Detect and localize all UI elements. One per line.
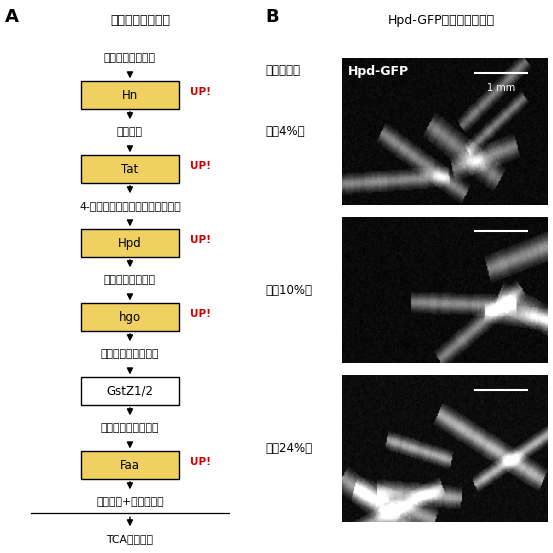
Text: ホモゲンチジン酸: ホモゲンチジン酸: [104, 275, 156, 285]
Text: hgo: hgo: [119, 311, 141, 324]
Text: Tat: Tat: [121, 163, 139, 176]
Text: 中（10%）: 中（10%）: [266, 284, 313, 296]
Text: B: B: [266, 8, 279, 27]
Text: Hpd: Hpd: [118, 237, 142, 249]
Text: フマリルアセト酢酸: フマリルアセト酢酸: [101, 423, 159, 433]
Text: UP!: UP!: [190, 457, 211, 467]
Text: マレイルアセト酢酸: マレイルアセト酢酸: [101, 349, 159, 359]
Text: UP!: UP!: [190, 309, 211, 319]
Text: Hpd-GFPレポーター幼虫: Hpd-GFPレポーター幼虫: [388, 14, 495, 27]
FancyBboxPatch shape: [81, 451, 179, 479]
Text: Hn: Hn: [122, 88, 138, 102]
Text: フェニルアラニン: フェニルアラニン: [104, 53, 156, 63]
FancyBboxPatch shape: [81, 81, 179, 109]
Text: UP!: UP!: [190, 87, 211, 97]
Text: 高（24%）: 高（24%）: [266, 442, 313, 455]
Text: GstZ1/2: GstZ1/2: [107, 385, 153, 398]
Text: A: A: [5, 8, 19, 27]
Text: チロシン: チロシン: [117, 127, 143, 137]
Text: UP!: UP!: [190, 161, 211, 171]
Text: UP!: UP!: [190, 235, 211, 245]
FancyBboxPatch shape: [81, 155, 179, 183]
Text: 4-ヒドロキシフェニルピルビン酸: 4-ヒドロキシフェニルピルビン酸: [79, 201, 181, 211]
Text: タンパク質: タンパク質: [266, 64, 301, 77]
Text: フマル酸+アセト酢酸: フマル酸+アセト酢酸: [96, 497, 164, 507]
Text: チロシン分解経路: チロシン分解経路: [111, 14, 170, 27]
Text: Faa: Faa: [120, 458, 140, 472]
Text: 低（4%）: 低（4%）: [266, 125, 305, 138]
FancyBboxPatch shape: [81, 303, 179, 331]
FancyBboxPatch shape: [81, 229, 179, 257]
Text: TCAサイクル: TCAサイクル: [107, 534, 153, 544]
FancyBboxPatch shape: [81, 377, 179, 405]
